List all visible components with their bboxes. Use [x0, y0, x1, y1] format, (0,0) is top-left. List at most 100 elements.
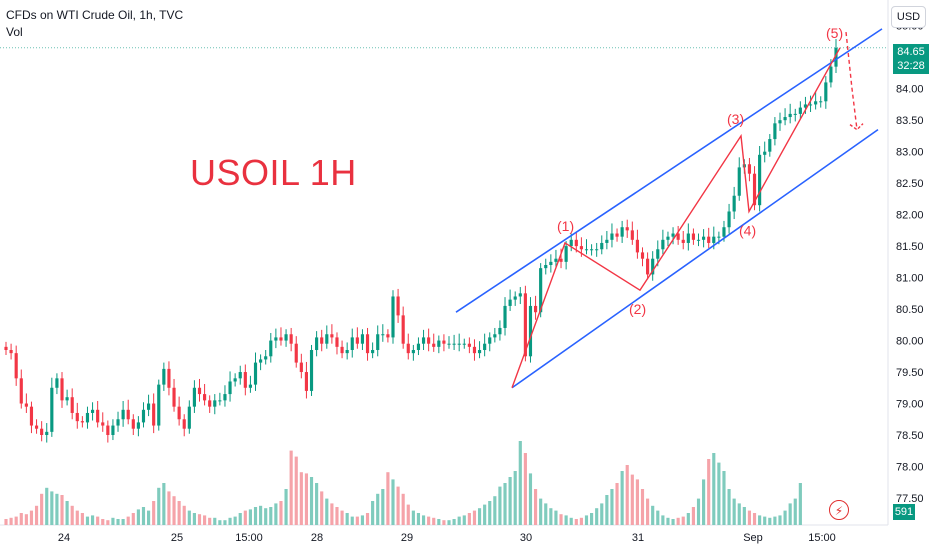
candle-body	[452, 343, 456, 345]
candle-body	[40, 428, 44, 435]
candle-body	[584, 249, 589, 251]
candle-body	[320, 337, 324, 344]
candle-body	[442, 340, 446, 344]
candle-body	[595, 249, 599, 251]
y-tick-label: 78.00	[896, 461, 924, 473]
candle-body	[579, 246, 583, 250]
volume-bar	[386, 472, 390, 525]
candle-body	[50, 387, 54, 432]
volume-bar	[182, 505, 186, 525]
candle-body	[554, 258, 558, 262]
volume-bar	[360, 515, 365, 525]
candle-body	[773, 123, 777, 140]
lightning-icon[interactable]: ⚡	[829, 500, 849, 520]
candle-body	[172, 387, 176, 407]
volume-bar	[299, 472, 303, 525]
candle-body	[635, 239, 639, 253]
candle-body	[834, 47, 838, 67]
candle-body	[360, 334, 365, 344]
candle-body	[126, 409, 130, 420]
currency-button[interactable]: USD	[891, 6, 926, 28]
candle-body	[192, 387, 196, 407]
candle-body	[197, 387, 202, 395]
volume-bar	[269, 507, 273, 525]
volume-bar	[620, 471, 624, 525]
bar-countdown: 32:28	[897, 60, 925, 72]
volume-bar	[279, 501, 283, 525]
volume-bar	[136, 509, 140, 525]
volume-bar	[376, 493, 380, 525]
y-tick-label: 80.00	[896, 336, 924, 348]
volume-bar	[116, 519, 120, 525]
candle-body	[707, 236, 711, 243]
candle-body	[447, 343, 451, 345]
candle-body	[187, 406, 191, 429]
candle-body	[661, 239, 665, 250]
candle-body	[248, 384, 252, 388]
volume-bar	[681, 516, 685, 525]
candle-body	[315, 337, 319, 350]
candle-body	[223, 394, 227, 401]
volume-bar	[584, 515, 589, 525]
volume-bar	[304, 473, 309, 525]
candle-body	[264, 356, 268, 360]
candle-body	[208, 400, 212, 407]
candle-body	[467, 343, 471, 347]
volume-bar	[126, 516, 130, 525]
volume-bar	[70, 505, 74, 525]
volume-bar	[508, 477, 512, 525]
volume-bar	[65, 501, 69, 525]
candle-body	[355, 337, 359, 344]
volume-bar	[141, 507, 146, 525]
x-tick-label: 30	[520, 532, 532, 544]
volume-bar	[544, 503, 548, 525]
candle-body	[702, 236, 706, 240]
candle-body	[427, 337, 431, 344]
x-tick-label: 24	[58, 532, 70, 544]
candle-body	[829, 66, 833, 83]
candle-body	[238, 372, 242, 379]
candle-body	[590, 249, 594, 251]
volume-bar	[172, 496, 176, 525]
y-tick-label: 78.50	[896, 430, 924, 442]
volume-bar	[45, 487, 49, 525]
volume-bar	[523, 453, 527, 525]
candle-body	[523, 293, 527, 357]
candle-body	[503, 305, 507, 328]
candle-body	[386, 334, 390, 338]
candle-body	[146, 403, 151, 410]
candle-body	[75, 412, 79, 422]
volume-bar	[722, 471, 726, 525]
volume-bar	[29, 510, 34, 525]
volume-bar	[595, 508, 599, 525]
candle-body	[758, 154, 762, 206]
volume-bar	[605, 495, 609, 525]
volume-bar	[294, 456, 298, 525]
candle-body	[630, 230, 634, 240]
volume-bar	[187, 510, 191, 525]
candle-body	[493, 334, 497, 338]
candle-body	[274, 337, 278, 341]
candle-body	[279, 337, 283, 341]
volume-bar	[14, 516, 18, 525]
candle-body	[19, 378, 23, 404]
x-tick-label: Sep	[743, 532, 763, 544]
volume-bar	[640, 489, 645, 525]
volume-bar	[401, 493, 405, 525]
candle-body	[29, 406, 34, 426]
candle-body	[472, 346, 477, 354]
volume-bar	[24, 514, 28, 525]
candle-body	[737, 167, 741, 196]
candle-body	[411, 350, 415, 354]
volume-bar	[253, 507, 258, 525]
candle-body	[34, 425, 39, 429]
volume-bar	[432, 517, 436, 525]
candle-body	[559, 258, 563, 262]
candle-body	[141, 409, 146, 423]
y-tick-label: 83.00	[896, 147, 924, 159]
candle-body	[152, 403, 156, 426]
candle-body	[610, 233, 614, 240]
volume-bar	[238, 513, 242, 525]
y-tick-label: 77.50	[896, 493, 924, 505]
